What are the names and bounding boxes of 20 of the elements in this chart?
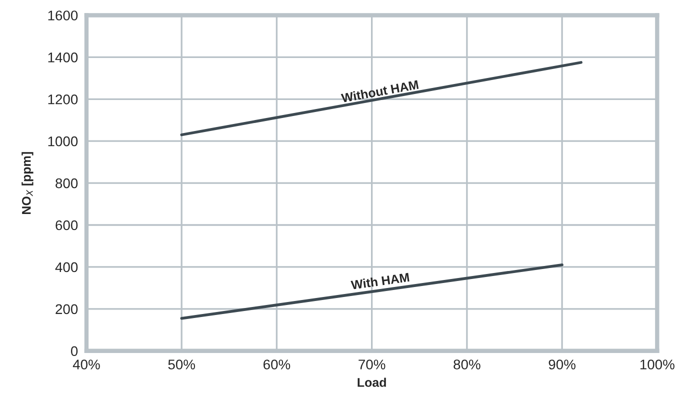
annotation: Without HAM: [340, 80, 419, 103]
annotation: With HAM: [350, 272, 410, 290]
x-tick-label: 60%: [264, 360, 290, 370]
y-tick-label: 800: [56, 178, 78, 188]
y-tick-label: 1000: [48, 136, 78, 146]
x-tick-label: 80%: [454, 360, 480, 370]
x-tick-label: 100%: [640, 360, 674, 370]
y-tick-label: 0: [70, 346, 78, 356]
x-tick-label: 90%: [548, 360, 576, 370]
x-tick-label: 40%: [72, 360, 100, 370]
y-tick-label: 1400: [48, 52, 78, 62]
x-tick-label: 70%: [358, 360, 386, 370]
x-tick-label: 50%: [168, 360, 196, 370]
y-tick-label: 400: [55, 262, 78, 272]
x-axis-title: Load: [358, 378, 386, 387]
y-tick-label: 1200: [48, 94, 78, 104]
y-axis-title: NO$_{X}$ [ppm]: [22, 152, 34, 214]
y-tick-label: 1600: [48, 10, 78, 20]
y-tick-label: 600: [56, 220, 78, 230]
y-tick-label: 200: [56, 304, 78, 314]
